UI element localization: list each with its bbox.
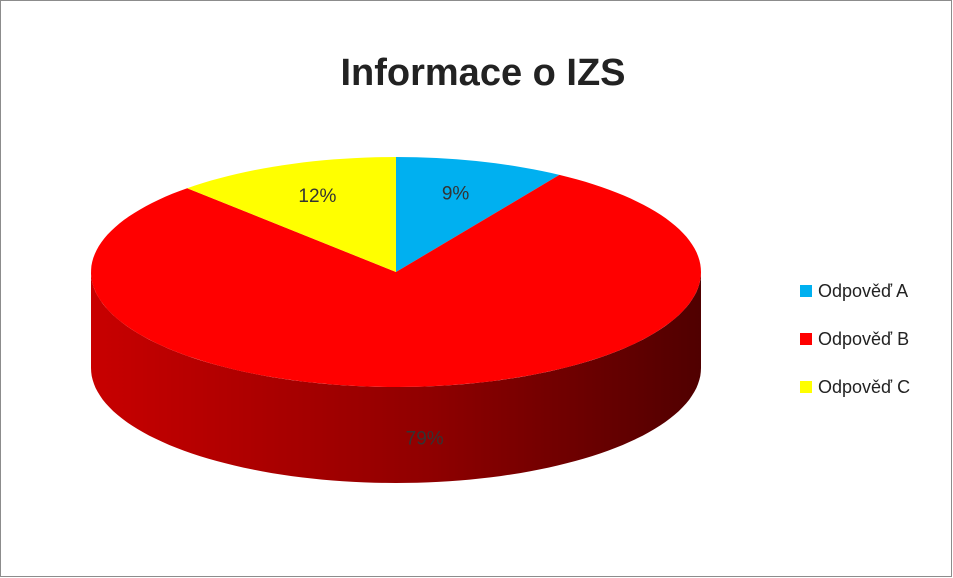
data-label: 9% [442, 184, 470, 205]
legend-label: Odpověď C [818, 377, 910, 397]
pie-slice [91, 174, 701, 387]
pie: 9% 79% 12% [91, 157, 701, 483]
legend: Odpověď A Odpověď B Odpověď C [800, 281, 910, 397]
chart-title: Informace o IZS [340, 52, 625, 94]
pie-side [91, 272, 701, 483]
pie-slice [187, 157, 396, 272]
data-label: 12% [298, 186, 336, 207]
legend-label: Odpověď A [818, 281, 908, 301]
data-label: 79% [406, 428, 444, 449]
legend-swatch [800, 285, 812, 297]
pie-slice [396, 157, 560, 272]
legend-label: Odpověď B [818, 329, 909, 349]
legend-swatch [800, 381, 812, 393]
legend-swatch [800, 333, 812, 345]
